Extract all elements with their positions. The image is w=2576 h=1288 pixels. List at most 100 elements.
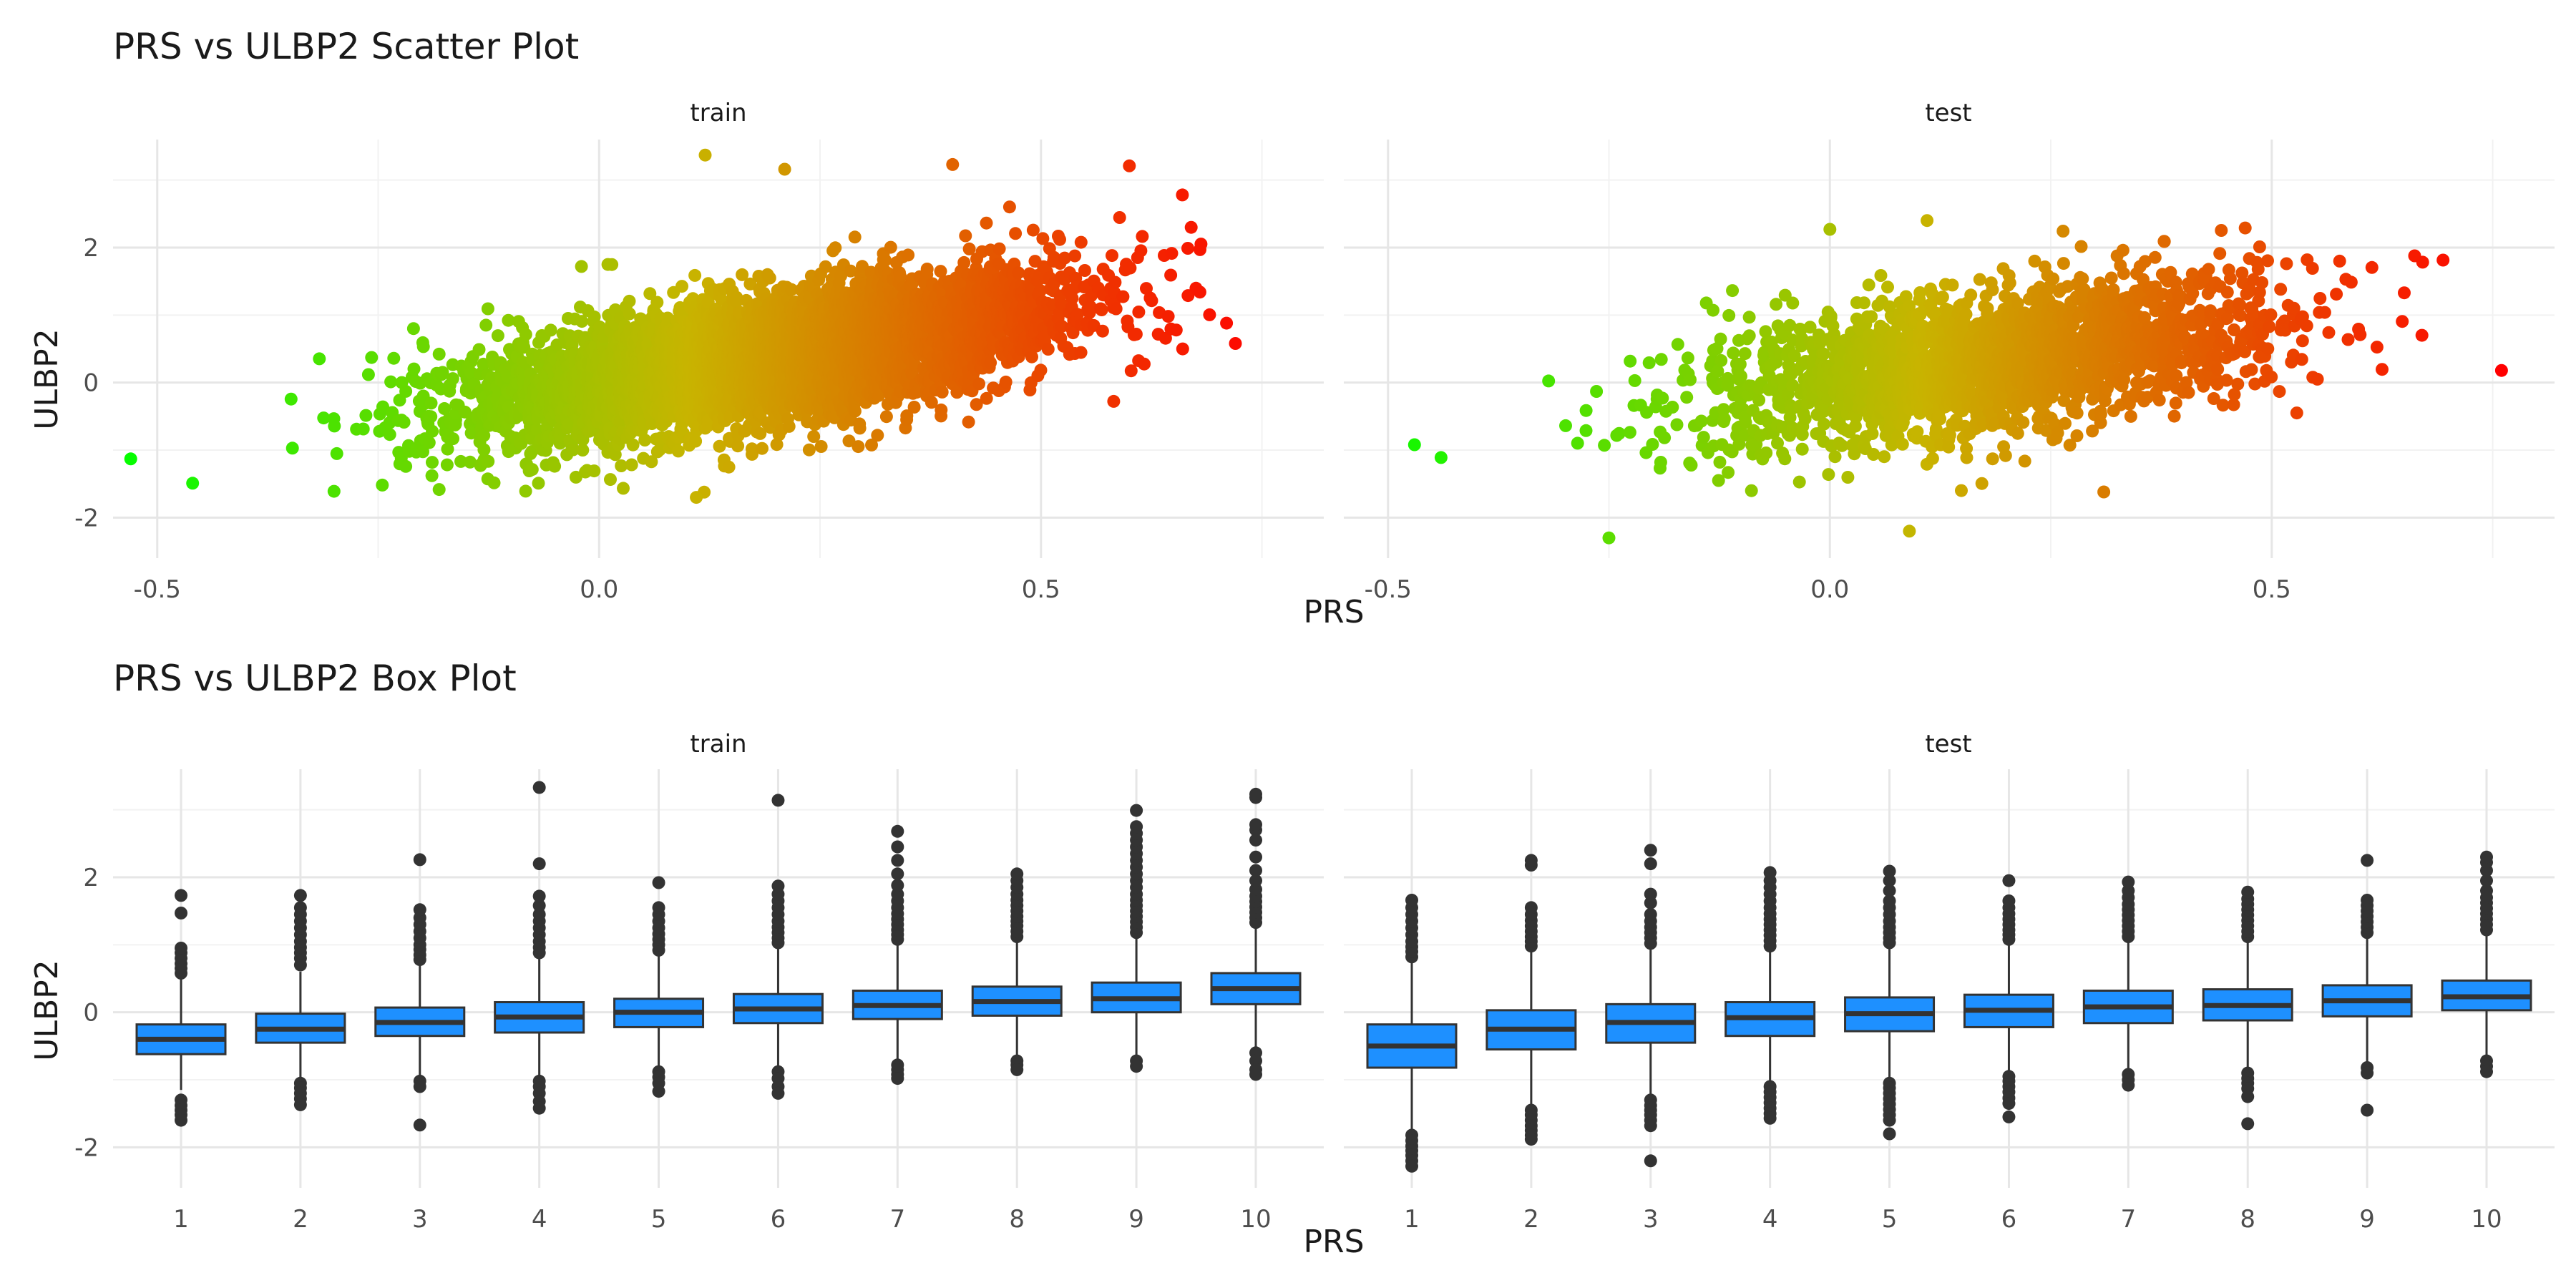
- scatter-point: [482, 454, 495, 468]
- scatter-point: [999, 375, 1013, 389]
- scatter-point: [284, 392, 298, 406]
- scatter-point: [848, 230, 862, 244]
- scatter-point: [477, 443, 491, 457]
- scatter-title: PRS vs ULBP2 Scatter Plot: [113, 26, 579, 67]
- scatter-point: [440, 458, 454, 472]
- scatter-point: [894, 270, 907, 283]
- scatter-point: [722, 460, 736, 474]
- scatter-point: [1012, 266, 1025, 280]
- scatter-point: [1109, 302, 1123, 316]
- scatter-point: [1041, 343, 1055, 356]
- scatter-point: [756, 441, 769, 455]
- scatter-point: [935, 403, 948, 416]
- scatter-point: [359, 409, 373, 422]
- scatter-point: [902, 248, 915, 262]
- scatter-point: [487, 476, 501, 489]
- scatter-point: [317, 411, 331, 425]
- scatter-facet-strip-train: train: [690, 99, 746, 127]
- scatter-point: [544, 323, 557, 337]
- scatter-point: [907, 401, 921, 414]
- scatter-points-train: [124, 148, 1242, 504]
- scatter-point: [436, 366, 449, 379]
- scatter-point: [438, 402, 452, 415]
- scatter-point: [650, 296, 664, 309]
- scatter-point: [384, 375, 398, 389]
- scatter-point: [1074, 346, 1088, 359]
- scatter-point: [356, 422, 370, 436]
- scatter-point: [1107, 394, 1121, 408]
- scatter-point: [763, 271, 776, 285]
- scatter-point: [853, 421, 867, 435]
- scatter-point: [626, 438, 640, 452]
- scatter-point: [884, 240, 897, 254]
- scatter-point: [519, 328, 532, 341]
- scatter-point: [782, 419, 796, 433]
- scatter-point: [376, 478, 389, 492]
- scatter-plot: PRS vs ULBP2 Scatter Plot train test -0.…: [29, 26, 2555, 630]
- scatter-point: [1096, 324, 1109, 338]
- scatter-point: [957, 255, 971, 269]
- scatter-point: [361, 368, 375, 381]
- scatter-point: [426, 456, 439, 469]
- scatter-point: [425, 469, 439, 482]
- scatter-point: [441, 442, 454, 456]
- scatter-point: [422, 436, 436, 449]
- scatter-point: [623, 307, 636, 321]
- scatter-point: [569, 470, 582, 484]
- scatter-point: [464, 366, 477, 379]
- scatter-point: [548, 459, 562, 473]
- scatter-point: [464, 455, 477, 469]
- scatter-point: [671, 444, 685, 458]
- scatter-point: [1068, 249, 1082, 263]
- scatter-point: [424, 410, 438, 424]
- scatter-point: [814, 440, 828, 453]
- scatter-point: [477, 429, 491, 442]
- scatter-point: [576, 444, 590, 457]
- scatter-point: [959, 229, 972, 243]
- scatter-point: [399, 459, 413, 473]
- scatter-point: [399, 384, 413, 398]
- scatter-point: [608, 448, 622, 462]
- scatter-point: [972, 377, 985, 391]
- scatter-point: [1116, 290, 1130, 303]
- scatter-point: [376, 400, 389, 414]
- scatter-point: [1113, 211, 1126, 224]
- scatter-point: [615, 459, 628, 472]
- scatter-point: [491, 329, 504, 343]
- scatter-point: [365, 351, 379, 364]
- scatter-point: [286, 441, 299, 455]
- scatter-point: [871, 429, 884, 442]
- scatter-point: [416, 445, 429, 459]
- scatter-facet-strip-test: test: [1925, 99, 1971, 127]
- scatter-point: [802, 443, 816, 457]
- scatter-point: [426, 424, 439, 438]
- scatter-point: [575, 315, 589, 328]
- scatter-point: [313, 352, 326, 366]
- scatter-point: [477, 357, 490, 371]
- scatter-point: [1002, 200, 1016, 214]
- scatter-point: [604, 473, 617, 487]
- scatter-point: [1065, 291, 1079, 305]
- scatter-point: [625, 458, 638, 472]
- scatter-point: [1009, 227, 1023, 240]
- scatter-point: [992, 242, 1006, 255]
- scatter-point: [479, 318, 493, 332]
- scatter-point: [688, 268, 702, 282]
- scatter-point: [1074, 235, 1088, 249]
- scatter-point: [1078, 264, 1091, 277]
- scatter-point: [852, 440, 865, 454]
- scatter-point: [643, 287, 657, 301]
- scatter-point: [1034, 364, 1048, 377]
- scatter-point: [645, 455, 658, 469]
- scatter-point: [432, 483, 446, 497]
- scatter-point: [962, 415, 975, 429]
- scatter-point: [1053, 233, 1066, 246]
- scatter-point: [617, 482, 630, 495]
- scatter-point: [424, 396, 438, 410]
- scatter-point: [454, 454, 467, 468]
- scatter-point: [587, 464, 601, 478]
- scatter-point: [397, 416, 411, 429]
- scatter-point: [525, 463, 539, 477]
